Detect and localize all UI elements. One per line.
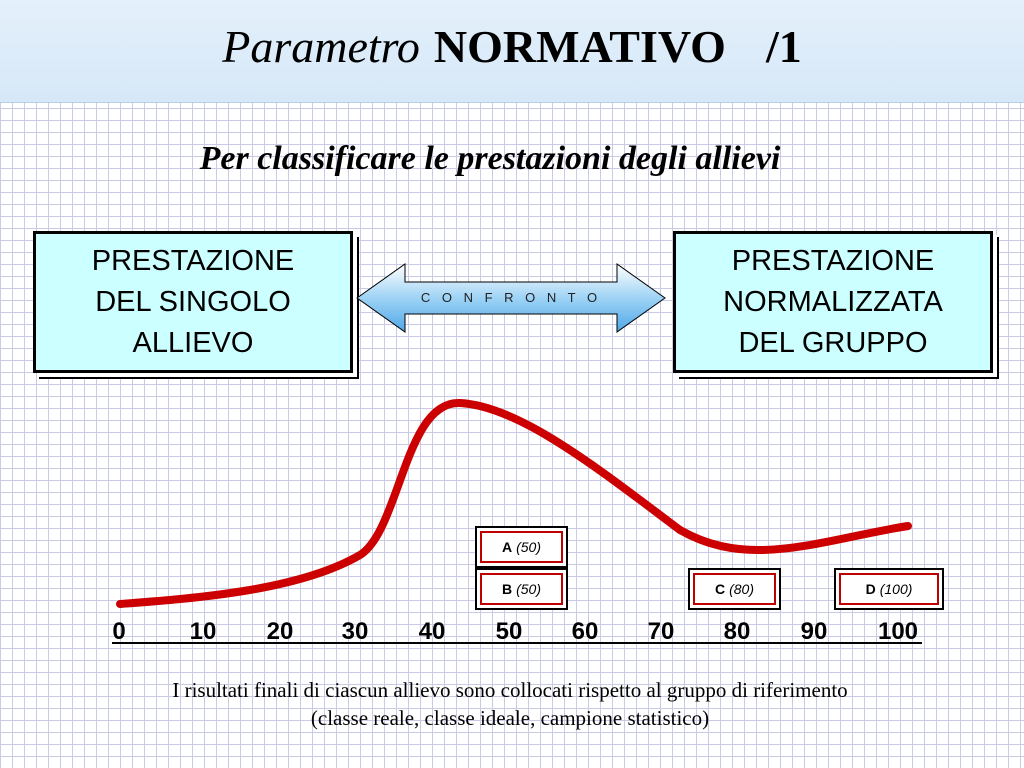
double-arrow-icon <box>356 263 666 333</box>
class-c-value: (80) <box>729 581 755 597</box>
axis-tick-label: 40 <box>419 618 446 645</box>
class-d-label: D <box>865 581 876 597</box>
left-box-line-2: DEL SINGOLO <box>95 285 291 318</box>
class-box-a: A (50) <box>475 526 568 568</box>
axis-tick-label: 10 <box>190 618 217 645</box>
axis-tick-label: 20 <box>267 618 294 645</box>
right-box-line-3: DEL GRUPPO <box>738 326 928 359</box>
class-b-value: (50) <box>516 581 542 597</box>
class-box-d: D (100) <box>834 568 944 610</box>
group-performance-box: PRESTAZIONE NORMALIZZATA DEL GRUPPO <box>673 231 993 373</box>
axis-tick-label: 70 <box>648 618 675 645</box>
axis-tick-label: 30 <box>342 618 369 645</box>
footer-note: I risultati finali di ciascun allievo so… <box>30 676 990 732</box>
axis-tick-label: 50 <box>496 618 523 645</box>
axis-tick-label: 100 <box>878 618 918 645</box>
axis-tick-label: 90 <box>801 618 828 645</box>
class-c-label: C <box>714 581 726 597</box>
slide-title: Parametro NORMATIVO/1 <box>0 20 1024 73</box>
class-box-c: C (80) <box>688 568 781 610</box>
slide-subtitle: Per classificare le prestazioni degli al… <box>199 140 781 177</box>
distribution-curve-chart: 0 10 20 30 40 50 60 70 80 90 100 <box>112 398 922 645</box>
axis-tick-label: 0 <box>112 618 125 645</box>
axis-tick-label: 80 <box>724 618 751 645</box>
title-band <box>0 0 1024 103</box>
class-box-b: B (50) <box>475 568 568 610</box>
footer-line-1: I risultati finali di ciascun allievo so… <box>172 678 848 702</box>
individual-performance-box: PRESTAZIONE DEL SINGOLO ALLIEVO <box>33 231 353 373</box>
axis-tick-label: 60 <box>572 618 599 645</box>
right-box-line-2: NORMALIZZATA <box>723 285 943 318</box>
class-a-label: A <box>501 539 513 555</box>
class-b-label: B <box>501 581 513 597</box>
title-part-number: /1 <box>765 21 802 72</box>
footer-line-2: (classe reale, classe ideale, campione s… <box>310 706 710 730</box>
title-part-parametro: Parametro <box>222 21 420 72</box>
right-box-line-1: PRESTAZIONE <box>731 244 935 277</box>
left-box-line-3: ALLIEVO <box>132 326 254 359</box>
class-a-value: (50) <box>516 539 542 555</box>
distribution-curve <box>116 398 912 608</box>
comparison-label: C O N F R O N T O <box>420 290 602 305</box>
left-box-line-1: PRESTAZIONE <box>91 244 295 277</box>
title-part-normativo: NORMATIVO <box>433 21 726 72</box>
class-d-value: (100) <box>879 581 913 597</box>
